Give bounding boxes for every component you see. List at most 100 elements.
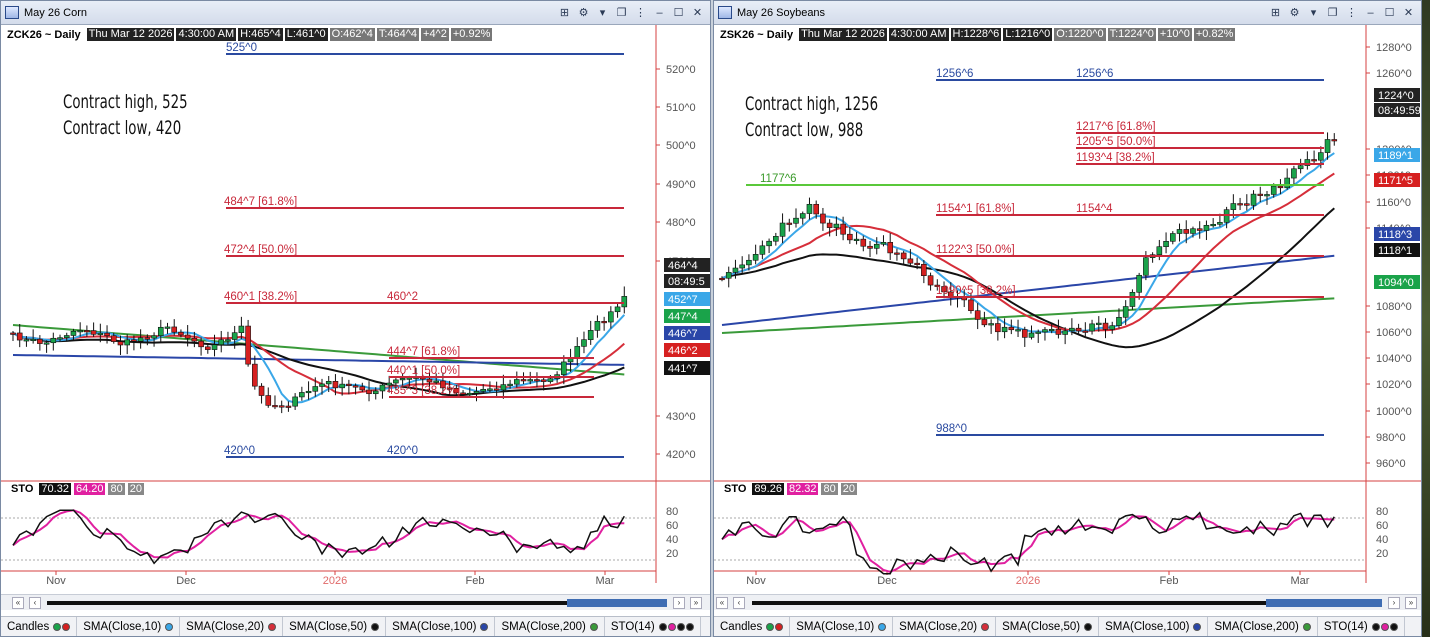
legend-sma10[interactable]: SMA(Close,10) (77, 617, 181, 636)
price-tick-label: 1080^0 (1376, 301, 1412, 313)
candle-up (567, 358, 574, 363)
copy-icon[interactable]: ❐ (1327, 6, 1338, 19)
legend-sma20[interactable]: SMA(Close,20) (180, 617, 284, 636)
gear-icon[interactable]: ⚙ (1289, 6, 1300, 19)
quote-last: T:464^4 (376, 28, 420, 41)
candle-down (860, 238, 867, 247)
candle-down (178, 331, 184, 336)
scroll-thumb[interactable] (567, 599, 667, 607)
price-chart[interactable]: 1280^01260^01200^01180^01160^01140^01080… (714, 25, 1422, 595)
scroll-thumb[interactable] (1266, 599, 1382, 607)
legend-sma200[interactable]: SMA(Close,200) (1208, 617, 1318, 636)
legend-sma200[interactable]: SMA(Close,200) (495, 617, 605, 636)
scroll-end-icon[interactable]: » (690, 597, 702, 609)
minimize-icon[interactable]: – (1367, 6, 1374, 19)
scroll-right-icon[interactable]: › (673, 597, 685, 609)
date-tick-label: Feb (1160, 575, 1179, 587)
candle-down (493, 388, 500, 391)
red-dot-icon (775, 622, 784, 631)
candle-up (1095, 322, 1102, 325)
title-bar[interactable]: May 26 Corn ⊞ ⚙ ▾ ❐ ⋮ – ☐ ✕ (1, 1, 710, 25)
candle-up (406, 377, 413, 380)
more-icon[interactable]: ⋮ (635, 6, 646, 19)
gear-icon[interactable]: ⚙ (578, 6, 589, 19)
price-chart[interactable]: 520^0510^0500^0490^0480^0470^0430^0420^0… (1, 25, 711, 595)
close-icon[interactable]: ✕ (1403, 6, 1414, 19)
sto-d-value: 64.20 (73, 483, 106, 495)
candle-up (773, 236, 779, 242)
scroll-end-icon[interactable]: » (1405, 597, 1417, 609)
scroll-track[interactable] (47, 601, 667, 605)
soybeans-chart-window[interactable]: May 26 Soybeans ⊞ ⚙ ▾ ❐ ⋮ – ☐ ✕ ZSK26 ~ … (713, 0, 1422, 637)
close-icon[interactable]: ✕ (692, 6, 703, 19)
candle-down (285, 405, 292, 408)
scroll-right-icon[interactable]: › (1388, 597, 1400, 609)
link-icon[interactable]: ⊞ (1270, 6, 1281, 19)
legend-candles[interactable]: Candles (1, 617, 78, 636)
candle-up (581, 339, 587, 347)
sma200-line (12, 324, 625, 376)
candle-down (1277, 185, 1284, 189)
candle-down (144, 337, 151, 340)
dropdown-icon[interactable]: ▾ (599, 6, 606, 19)
price-tag-label: 1118^3 (1378, 229, 1412, 241)
legend-candles[interactable]: Candles (714, 617, 791, 636)
sto-tick-label: 40 (1376, 534, 1388, 546)
candle-down (446, 387, 453, 390)
scroll-start-icon[interactable]: « (716, 597, 728, 609)
date-tick-label: Nov (746, 575, 766, 587)
candle-down (907, 258, 914, 264)
legend-sto[interactable]: STO(14) (1318, 617, 1405, 636)
candle-up (587, 330, 594, 340)
more-icon[interactable]: ⋮ (1346, 6, 1357, 19)
price-tag-label: 1094^0 (1378, 277, 1414, 289)
legend-sma50[interactable]: SMA(Close,50) (283, 617, 387, 636)
chart-app-icon (5, 6, 19, 19)
legend-sma50[interactable]: SMA(Close,50) (996, 617, 1100, 636)
link-icon[interactable]: ⊞ (559, 6, 570, 19)
candle-up (766, 240, 772, 247)
level-label: 1205^5 [50.0%] (1076, 136, 1156, 148)
legend-sma20[interactable]: SMA(Close,20) (893, 617, 997, 636)
candle-up (164, 326, 171, 329)
scroll-start-icon[interactable]: « (12, 597, 24, 609)
legend-sto[interactable]: STO(14) (605, 617, 701, 636)
corn-chart-window[interactable]: May 26 Corn ⊞ ⚙ ▾ ❐ ⋮ – ☐ ✕ ZCK26 ~ Dail… (0, 0, 711, 637)
sto-tick-label: 60 (666, 520, 678, 532)
candle-up (319, 383, 325, 387)
maximize-icon[interactable]: ☐ (673, 6, 684, 19)
minimize-icon[interactable]: – (656, 6, 663, 19)
price-tick-label: 480^0 (666, 217, 696, 229)
horizontal-scrollbar[interactable]: « ‹ › » (714, 594, 1421, 610)
level-label: 460^2 (387, 291, 418, 303)
blue-dot-icon (878, 622, 887, 631)
price-tick-label: 960^0 (1376, 458, 1406, 470)
legend-sma100[interactable]: SMA(Close,100) (1099, 617, 1209, 636)
candle-down (205, 346, 211, 350)
candle-down (346, 383, 352, 386)
scroll-left-icon[interactable]: ‹ (29, 597, 41, 609)
candle-up (1089, 323, 1095, 332)
quote-time: 4:30:00 AM (176, 28, 237, 41)
candle-down (1244, 203, 1250, 206)
price-tag-label: 1118^1 (1378, 245, 1412, 257)
candle-down (813, 203, 819, 215)
candle-up (1129, 291, 1136, 307)
dropdown-icon[interactable]: ▾ (1310, 6, 1317, 19)
scroll-track[interactable] (752, 601, 1382, 605)
candle-down (840, 223, 846, 235)
maximize-icon[interactable]: ☐ (1384, 6, 1395, 19)
candle-up (1035, 331, 1042, 334)
scroll-left-icon[interactable]: ‹ (733, 597, 745, 609)
sto-tick-label: 80 (1376, 506, 1388, 518)
title-bar[interactable]: May 26 Soybeans ⊞ ⚙ ▾ ❐ ⋮ – ☐ ✕ (714, 1, 1421, 25)
candle-up (379, 384, 386, 392)
price-tick-label: 980^0 (1376, 432, 1406, 444)
horizontal-scrollbar[interactable]: « ‹ › » (1, 594, 710, 610)
price-tick-label: 1280^0 (1376, 42, 1412, 54)
legend-sma10[interactable]: SMA(Close,10) (790, 617, 894, 636)
level-label: 1090^5 [38.2%] (936, 285, 1016, 297)
legend-sma100[interactable]: SMA(Close,100) (386, 617, 496, 636)
copy-icon[interactable]: ❐ (616, 6, 627, 19)
candle-down (927, 275, 934, 286)
